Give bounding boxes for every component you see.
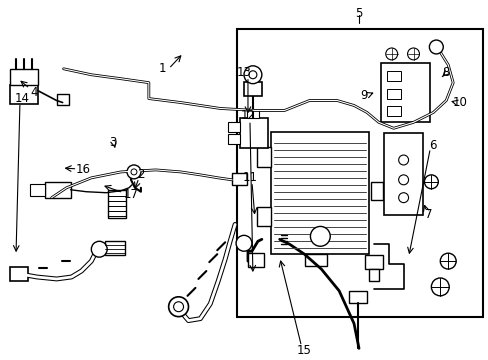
Circle shape xyxy=(173,302,183,312)
Text: 10: 10 xyxy=(452,96,467,109)
Bar xyxy=(270,132,368,254)
Text: 4: 4 xyxy=(30,86,38,99)
Bar xyxy=(108,190,126,217)
Circle shape xyxy=(244,66,261,84)
Bar xyxy=(247,253,264,267)
Text: 17: 17 xyxy=(123,188,138,201)
Text: 9: 9 xyxy=(360,89,367,102)
Text: 14: 14 xyxy=(15,92,29,105)
Circle shape xyxy=(398,193,408,203)
Circle shape xyxy=(430,278,448,296)
Text: 16: 16 xyxy=(76,163,91,176)
Circle shape xyxy=(248,71,256,79)
Bar xyxy=(228,134,240,144)
Circle shape xyxy=(407,48,419,60)
Text: 3: 3 xyxy=(109,136,117,149)
Bar xyxy=(232,173,246,185)
Circle shape xyxy=(385,48,397,60)
Bar xyxy=(237,29,482,317)
Bar xyxy=(57,94,68,105)
Bar xyxy=(386,89,400,99)
Bar xyxy=(10,69,38,85)
Circle shape xyxy=(424,175,437,189)
Bar xyxy=(256,147,270,167)
Bar xyxy=(10,85,38,104)
Bar xyxy=(105,241,125,255)
Text: 7: 7 xyxy=(424,208,431,221)
Bar xyxy=(386,71,400,81)
Bar xyxy=(383,133,423,215)
Bar xyxy=(380,63,429,122)
Bar xyxy=(305,254,326,266)
Bar xyxy=(256,207,270,226)
Circle shape xyxy=(310,226,329,246)
Circle shape xyxy=(398,155,408,165)
Text: 6: 6 xyxy=(429,139,436,152)
Text: 1: 1 xyxy=(159,62,166,75)
Bar xyxy=(10,267,28,281)
Text: 15: 15 xyxy=(296,344,311,357)
Bar xyxy=(240,118,267,148)
Circle shape xyxy=(168,297,188,317)
Text: 13: 13 xyxy=(237,66,251,79)
Circle shape xyxy=(236,235,251,251)
Bar xyxy=(364,255,382,269)
Circle shape xyxy=(127,165,141,179)
Bar xyxy=(348,291,366,303)
Bar xyxy=(386,107,400,116)
Circle shape xyxy=(398,175,408,185)
Circle shape xyxy=(439,253,455,269)
Text: 2: 2 xyxy=(137,168,144,181)
Bar xyxy=(244,82,261,95)
Bar xyxy=(45,182,70,198)
Text: 12: 12 xyxy=(240,109,255,122)
Circle shape xyxy=(428,40,442,54)
Bar xyxy=(368,269,378,281)
Circle shape xyxy=(131,169,137,175)
Text: 8: 8 xyxy=(442,66,449,79)
Bar xyxy=(30,184,45,196)
Bar xyxy=(370,182,382,200)
Text: 11: 11 xyxy=(242,171,257,184)
Circle shape xyxy=(91,241,107,257)
Text: 5: 5 xyxy=(355,7,362,20)
Bar xyxy=(228,122,240,132)
Bar xyxy=(246,111,258,118)
